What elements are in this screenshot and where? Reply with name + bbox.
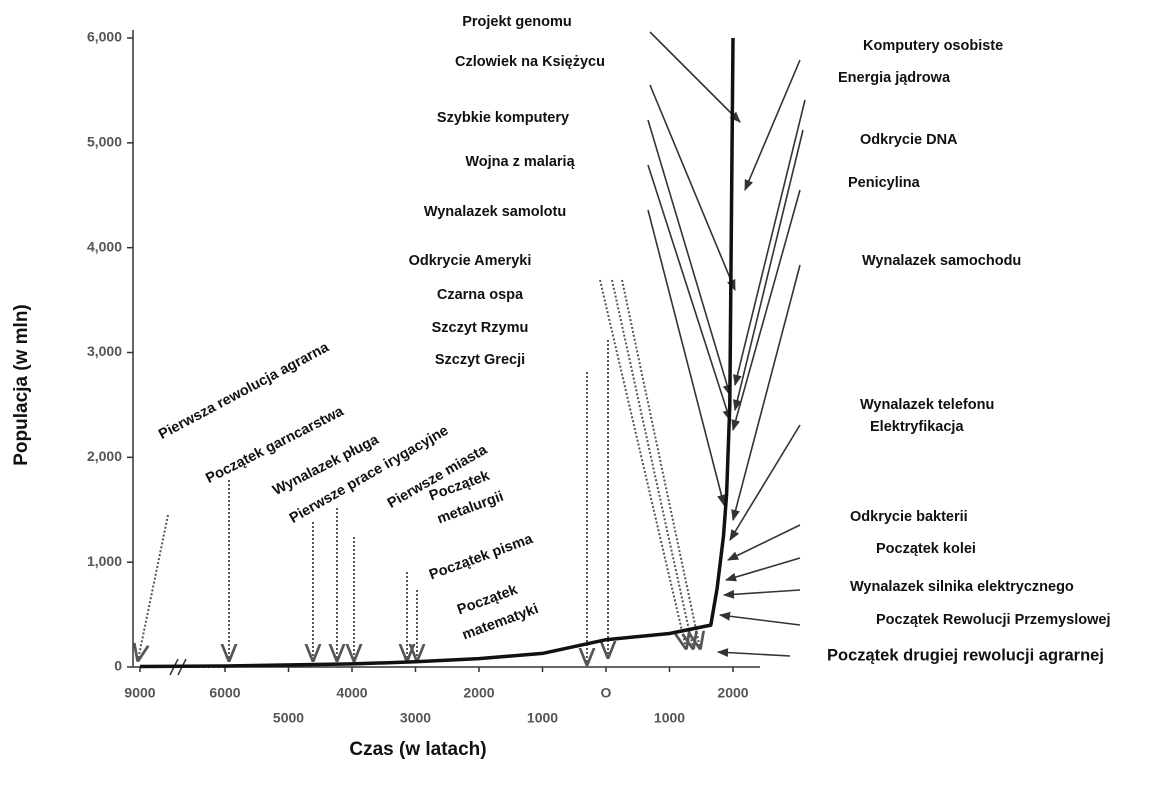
- annotation: Wynalazek samochodu: [862, 253, 1021, 269]
- arrow: [647, 164, 732, 422]
- y-tick-label: 1,000: [87, 553, 122, 569]
- y-tick-label: 6,000: [87, 29, 122, 45]
- x-tick-label: 9000: [124, 685, 155, 701]
- x-tick-label: 2000: [463, 685, 494, 701]
- annotation: Penicylina: [848, 175, 921, 191]
- annotation: Elektryfikacja: [870, 419, 964, 435]
- annotation: Wynalazek silnika elektrycznego: [850, 579, 1074, 595]
- annotation: Początek kolei: [876, 541, 976, 557]
- arrow: [724, 557, 801, 582]
- x-tick-label: 6000: [209, 685, 240, 701]
- annotation: Odkrycie DNA: [860, 132, 958, 148]
- arrow: [726, 524, 801, 561]
- arrow: [729, 424, 801, 541]
- arrow: [722, 589, 801, 599]
- x-tick-label: 1000: [527, 710, 558, 726]
- annotation: Projekt genomu: [462, 14, 572, 30]
- arrow: [733, 99, 806, 387]
- x-axis-label: Czas (w latach): [349, 739, 486, 760]
- arrow: [733, 129, 804, 412]
- annotation: Początek drugiej rewolucji agrarnej: [827, 646, 1104, 664]
- x-tick-label: 2000: [717, 685, 748, 701]
- arrow: [731, 189, 801, 432]
- dotted-arrow: [621, 279, 700, 648]
- annotation: Szczyt Grecji: [435, 352, 525, 368]
- annotation: Szybkie komputery: [437, 110, 569, 126]
- annotation: Początek pisma: [427, 531, 536, 584]
- arrow: [649, 31, 741, 123]
- y-tick-label: 0: [114, 658, 122, 674]
- y-tick-label: 4,000: [87, 238, 122, 254]
- annotation: Odkrycie Ameryki: [409, 253, 532, 269]
- y-tick-label: 3,000: [87, 343, 122, 359]
- arrows: [132, 30, 806, 676]
- annotation: Komputery osobiste: [863, 38, 1003, 54]
- annotation: Wynalazek samolotu: [424, 204, 566, 220]
- annotation: Wojna z malarią: [465, 154, 575, 170]
- dotted-arrow: [611, 279, 693, 648]
- annotation: Energia jądrowa: [838, 70, 951, 86]
- x-tick-label: 4000: [336, 685, 367, 701]
- y-axis-label: Populacja (w mln): [11, 304, 32, 466]
- x-tick-label: O: [601, 685, 612, 701]
- dotted-arrow: [138, 514, 169, 660]
- arrow: [649, 84, 736, 292]
- annotation: Odkrycie bakterii: [850, 509, 968, 525]
- annotation: Szczyt Rzymu: [432, 320, 529, 336]
- y-tick-label: 2,000: [87, 448, 122, 464]
- x-tick-label: 1000: [654, 710, 685, 726]
- arrow: [744, 59, 801, 192]
- population-line: [139, 37, 735, 669]
- y-tick-label: 5,000: [87, 134, 122, 150]
- dotted-arrow: [599, 279, 686, 648]
- arrow: [718, 611, 801, 626]
- arrow: [647, 119, 732, 397]
- arrow: [716, 648, 791, 658]
- x-tick-label: 5000: [273, 710, 304, 726]
- arrow: [647, 209, 726, 507]
- annotation: Czarna ospa: [437, 287, 524, 303]
- arrow: [731, 264, 801, 522]
- annotation: Czlowiek na Księżycu: [455, 54, 605, 70]
- annotation: Wynalazek telefonu: [860, 397, 994, 413]
- x-tick-label: 3000: [400, 710, 431, 726]
- annotation: Początek Rewolucji Przemyslowej: [876, 612, 1111, 628]
